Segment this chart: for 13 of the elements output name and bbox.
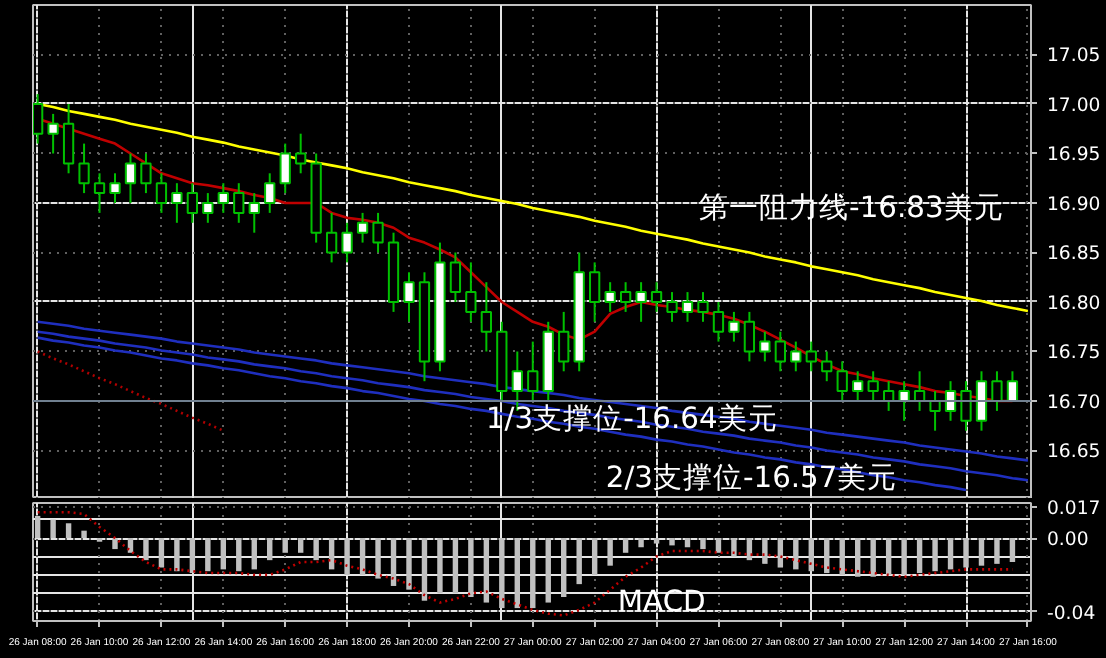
y-tick-label: 0.017	[1047, 497, 1101, 520]
annotation: MACD	[617, 585, 706, 619]
y-tick-label: 17.05	[1047, 45, 1101, 68]
y-tick-label: 16.65	[1047, 441, 1101, 464]
y-tick-label: 16.70	[1047, 391, 1101, 414]
y-tick-label: 16.75	[1047, 342, 1101, 365]
y-tick-label: 16.90	[1047, 194, 1101, 216]
y-tick-label: -0.04	[1047, 602, 1096, 625]
y-tick-label: 16.85	[1047, 243, 1101, 266]
y-tick-label: 16.95	[1047, 144, 1101, 167]
y-tick-label: 17.00	[1047, 95, 1101, 117]
y-tick-label: 0.00	[1047, 529, 1089, 552]
y-tick-label: 16.80	[1047, 292, 1101, 315]
